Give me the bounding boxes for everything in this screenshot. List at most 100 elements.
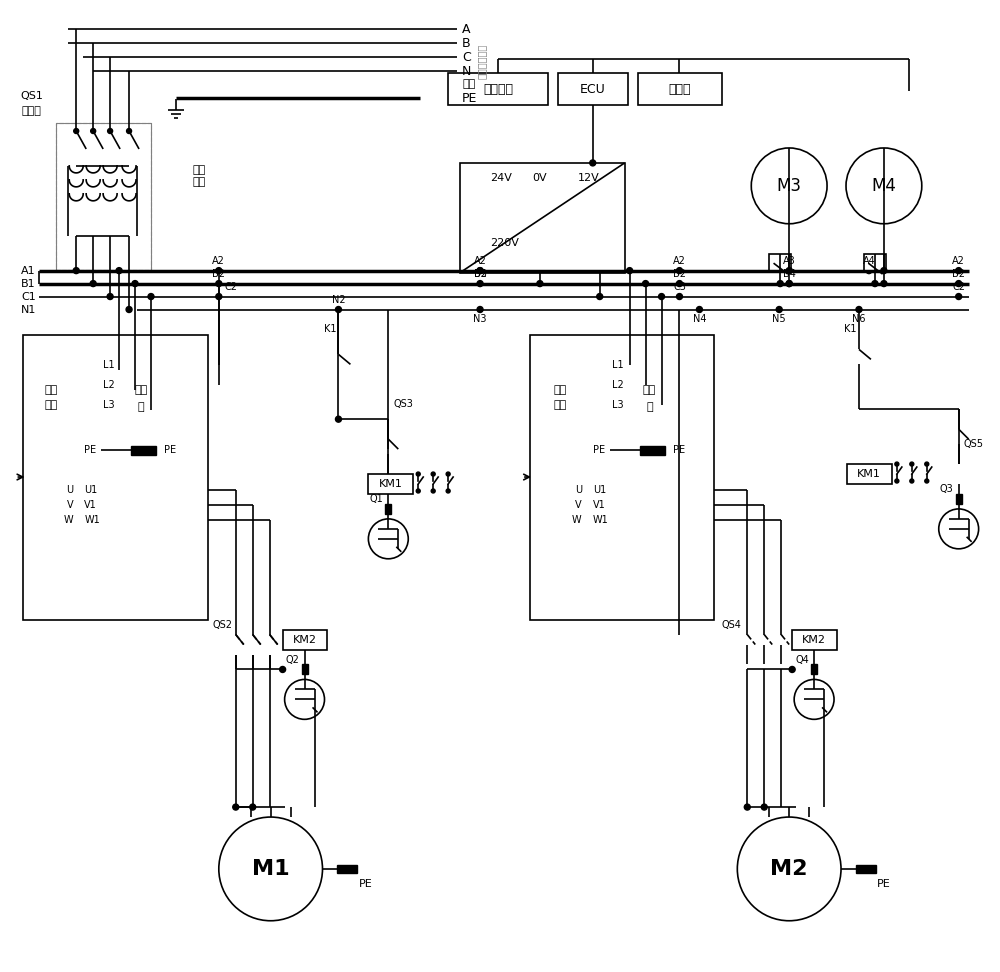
Text: ECU: ECU xyxy=(580,83,606,95)
Circle shape xyxy=(477,267,483,273)
Text: PE: PE xyxy=(164,445,176,455)
Text: 特种燃料电路: 特种燃料电路 xyxy=(477,44,487,79)
Circle shape xyxy=(789,667,795,673)
Text: QS2: QS2 xyxy=(213,619,233,630)
Text: N2: N2 xyxy=(332,295,345,304)
Text: K1: K1 xyxy=(324,325,336,334)
Bar xyxy=(847,464,892,484)
Text: Q2: Q2 xyxy=(286,654,300,665)
Text: L1: L1 xyxy=(612,361,623,370)
Text: KM2: KM2 xyxy=(802,635,826,644)
Circle shape xyxy=(368,519,408,559)
Bar xyxy=(302,665,308,675)
Text: K1: K1 xyxy=(844,325,857,334)
Text: N1: N1 xyxy=(21,304,37,315)
Bar xyxy=(337,865,357,873)
Text: 220V: 220V xyxy=(490,238,519,248)
Text: L1: L1 xyxy=(103,361,115,370)
Circle shape xyxy=(132,281,138,287)
Text: V: V xyxy=(575,500,582,510)
Text: U1: U1 xyxy=(593,485,606,495)
Text: Q3: Q3 xyxy=(940,484,954,494)
Text: V1: V1 xyxy=(84,500,97,510)
Circle shape xyxy=(786,267,792,273)
Text: A4: A4 xyxy=(863,256,875,265)
Circle shape xyxy=(866,267,872,273)
Circle shape xyxy=(761,804,767,810)
Text: KM1: KM1 xyxy=(378,479,402,489)
Bar xyxy=(864,254,886,271)
Text: A1: A1 xyxy=(21,265,36,276)
Text: C: C xyxy=(462,51,471,64)
Text: L3: L3 xyxy=(612,400,623,410)
Circle shape xyxy=(431,472,435,476)
Circle shape xyxy=(590,160,596,166)
Circle shape xyxy=(856,306,862,312)
Text: PE: PE xyxy=(462,91,477,105)
Text: W: W xyxy=(64,515,73,525)
Text: A: A xyxy=(462,22,471,36)
Text: U: U xyxy=(575,485,582,495)
Text: 变频: 变频 xyxy=(643,385,656,396)
Circle shape xyxy=(956,281,962,287)
Circle shape xyxy=(116,267,122,273)
Text: V: V xyxy=(67,500,73,510)
Bar xyxy=(558,73,628,105)
Bar xyxy=(956,494,962,503)
Text: KM1: KM1 xyxy=(857,469,881,479)
Text: N5: N5 xyxy=(772,315,786,325)
Circle shape xyxy=(74,128,79,133)
Text: L2: L2 xyxy=(612,380,623,391)
Circle shape xyxy=(786,281,792,287)
Text: 输入: 输入 xyxy=(45,400,58,410)
Circle shape xyxy=(91,128,96,133)
Text: W1: W1 xyxy=(84,515,100,525)
Circle shape xyxy=(881,267,887,273)
Circle shape xyxy=(416,472,420,476)
Bar xyxy=(811,665,817,675)
Bar xyxy=(385,503,391,514)
Circle shape xyxy=(477,281,483,287)
Circle shape xyxy=(939,509,979,549)
Text: C2: C2 xyxy=(224,282,237,292)
Circle shape xyxy=(786,281,792,287)
Text: N4: N4 xyxy=(693,315,706,325)
Circle shape xyxy=(446,489,450,493)
Text: QS1: QS1 xyxy=(20,91,43,101)
Text: B2: B2 xyxy=(474,268,487,279)
Text: Q1: Q1 xyxy=(370,494,383,503)
Circle shape xyxy=(148,294,154,299)
Text: L3: L3 xyxy=(103,400,115,410)
Text: 输入: 输入 xyxy=(553,400,566,410)
Circle shape xyxy=(910,479,914,483)
Text: L2: L2 xyxy=(103,380,115,391)
Bar xyxy=(56,123,151,269)
Text: QS5: QS5 xyxy=(964,439,984,449)
Text: Q4: Q4 xyxy=(795,654,809,665)
Text: A2: A2 xyxy=(474,256,486,265)
Circle shape xyxy=(216,294,222,299)
Text: N3: N3 xyxy=(473,315,487,325)
Circle shape xyxy=(285,679,325,719)
Text: B1: B1 xyxy=(21,279,36,289)
Text: 器: 器 xyxy=(138,402,144,412)
Circle shape xyxy=(643,281,649,287)
Text: B4: B4 xyxy=(783,268,796,279)
Bar xyxy=(530,335,714,619)
Circle shape xyxy=(597,294,603,299)
Circle shape xyxy=(107,294,113,299)
Text: 信号: 信号 xyxy=(553,385,566,396)
Circle shape xyxy=(925,479,929,483)
Text: 总电源: 总电源 xyxy=(21,106,41,116)
Circle shape xyxy=(216,267,222,273)
Text: M4: M4 xyxy=(871,177,896,194)
Circle shape xyxy=(627,267,633,273)
Text: W1: W1 xyxy=(593,515,608,525)
Text: 传感器组: 传感器组 xyxy=(483,83,513,95)
Circle shape xyxy=(127,128,132,133)
Text: 地线: 地线 xyxy=(462,79,475,89)
Text: M3: M3 xyxy=(777,177,802,194)
Text: U: U xyxy=(66,485,73,495)
Text: 器: 器 xyxy=(646,402,653,412)
Text: W: W xyxy=(572,515,582,525)
